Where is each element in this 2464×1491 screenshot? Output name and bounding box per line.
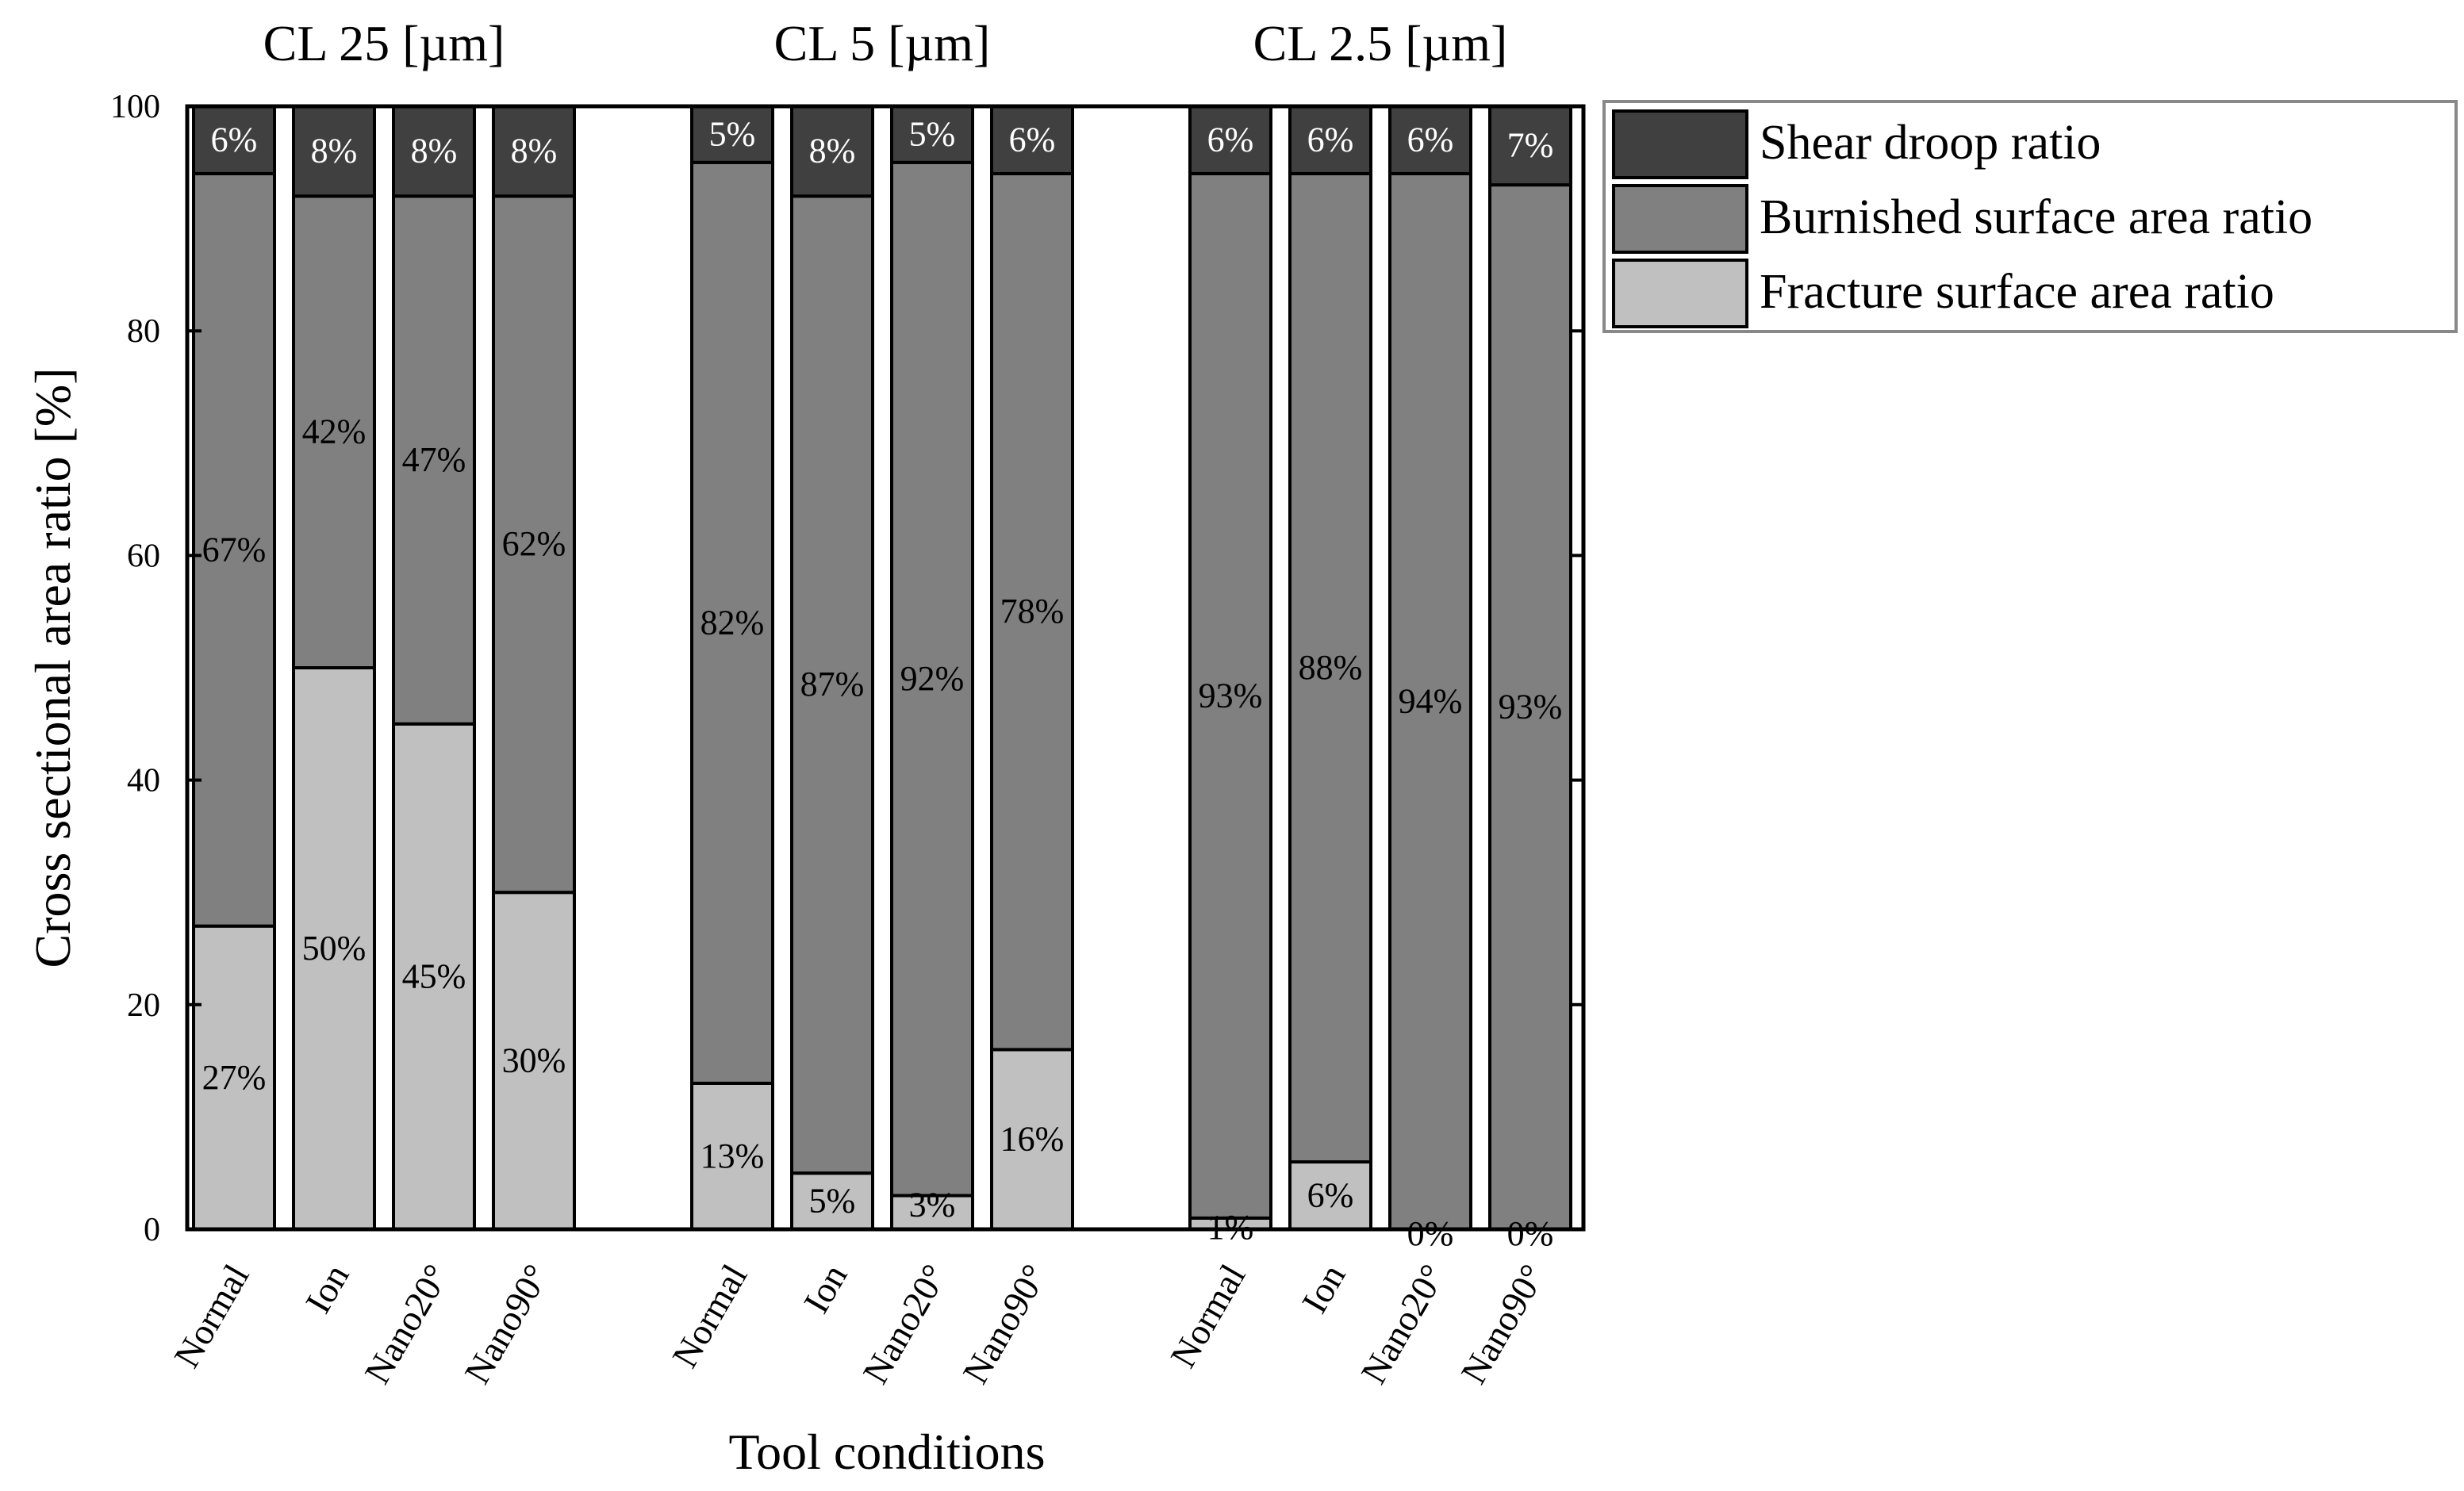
legend-label-burnished: Burnished surface area ratio — [1760, 190, 2312, 244]
group-title-3: CL 2.5 [µm] — [1253, 15, 1508, 71]
bar-label-fracture-surface-area-ratio-g1-ion: 50% — [302, 929, 367, 968]
bar-label-fracture-surface-area-ratio-g3-nano90: 0% — [1507, 1214, 1554, 1253]
bar-label-burnished-surface-area-ratio-g2-nano90: 78% — [1000, 592, 1065, 631]
y-tick-label-40: 40 — [127, 763, 160, 799]
legend-label-shear-droop: Shear droop ratio — [1760, 116, 2101, 170]
bar-label-burnished-surface-area-ratio-g1-nano90: 62% — [502, 524, 566, 563]
group-titles-layer: CL 25 [µm] CL 5 [µm] CL 2.5 [µm] — [263, 15, 1508, 71]
y-tick-label-100: 100 — [110, 89, 160, 125]
bar-segment-shear-droop-ratio-g1-ion — [292, 105, 376, 198]
bar-segment-fracture-surface-area-ratio-g1-nano90 — [492, 891, 576, 1231]
bar-segment-shear-droop-ratio-g2-nano90 — [990, 105, 1074, 175]
bar-label-shear-droop-ratio-g3-ion: 6% — [1307, 120, 1354, 159]
x-tick-label-g1-ion: Ion — [297, 1258, 357, 1320]
bar-label-burnished-surface-area-ratio-g3-ion: 88% — [1299, 648, 1363, 687]
bar-label-shear-droop-ratio-g3-nano90: 7% — [1507, 126, 1554, 165]
x-tick-label-g3-ion: Ion — [1294, 1258, 1353, 1320]
bar-label-shear-droop-ratio-g2-nano90: 6% — [1009, 120, 1056, 159]
bar-label-shear-droop-ratio-g2-ion: 8% — [809, 132, 856, 171]
group-title-2: CL 5 [µm] — [774, 15, 991, 71]
x-tick-label-g2-nano20: Nano20° — [854, 1258, 954, 1391]
x-tick-labels-layer: Normal Ion Nano20° Nano90° Normal Ion Nano20° N… — [166, 1258, 1552, 1391]
bar-segment-burnished-surface-area-ratio-g2-nano90 — [990, 171, 1074, 1052]
bar-segment-burnished-surface-area-ratio-g2-nano20 — [890, 160, 974, 1198]
bar-label-burnished-surface-area-ratio-g1-ion: 42% — [302, 412, 367, 451]
bar-label-fracture-surface-area-ratio-g1-nano90: 30% — [502, 1041, 566, 1080]
bar-label-fracture-surface-area-ratio-g1-normal: 27% — [202, 1058, 267, 1097]
legend: Shear droop ratio Burnished surface area… — [1602, 100, 2458, 333]
bar-label-fracture-surface-area-ratio-g3-normal: 1% — [1207, 1208, 1254, 1247]
bar-label-shear-droop-ratio-g3-nano20: 6% — [1407, 120, 1454, 159]
bar-label-burnished-surface-area-ratio-g2-nano20: 92% — [900, 659, 965, 698]
bar-label-fracture-surface-area-ratio-g2-ion: 5% — [809, 1182, 856, 1221]
bar-segment-burnished-surface-area-ratio-g1-nano20 — [392, 194, 476, 726]
bar-segment-shear-droop-ratio-g3-ion — [1288, 105, 1372, 175]
bar-label-shear-droop-ratio-g1-nano90: 8% — [511, 132, 558, 171]
bar-segment-shear-droop-ratio-g3-nano90 — [1488, 105, 1572, 187]
bar-segment-burnished-surface-area-ratio-g3-nano90 — [1488, 183, 1572, 1231]
bar-label-burnished-surface-area-ratio-g3-normal: 93% — [1199, 676, 1263, 715]
bar-label-burnished-surface-area-ratio-g2-normal: 82% — [700, 603, 765, 642]
bar-label-fracture-surface-area-ratio-g2-normal: 13% — [700, 1136, 765, 1175]
bar-segment-shear-droop-ratio-g2-normal — [690, 105, 774, 164]
x-tick-label-g1-nano20: Nano20° — [356, 1258, 456, 1391]
plot-frame — [185, 104, 1586, 1232]
legend-swatch-fracture — [1612, 259, 1748, 328]
bar-segment-burnished-surface-area-ratio-g2-ion — [790, 194, 874, 1175]
bar-segment-shear-droop-ratio-g1-nano90 — [492, 105, 576, 198]
bar-segment-fracture-surface-area-ratio-g1-normal — [192, 924, 276, 1232]
bar-label-shear-droop-ratio-g2-nano20: 5% — [909, 114, 956, 153]
bar-label-fracture-surface-area-ratio-g3-ion: 6% — [1307, 1176, 1354, 1215]
y-tick-label-80: 80 — [127, 313, 160, 350]
bar-label-shear-droop-ratio-g2-normal: 5% — [709, 114, 756, 153]
bar-segment-burnished-surface-area-ratio-g3-ion — [1288, 171, 1372, 1164]
x-tick-label-g3-nano90: Nano90° — [1453, 1258, 1552, 1391]
x-axis-label: Tool conditions — [728, 1424, 1045, 1480]
bar-label-shear-droop-ratio-g1-nano20: 8% — [411, 132, 458, 171]
bar-segment-burnished-surface-area-ratio-g1-normal — [192, 171, 276, 928]
y-tick-label-20: 20 — [127, 987, 160, 1024]
bar-label-fracture-surface-area-ratio-g2-nano20: 3% — [909, 1186, 956, 1225]
legend-swatch-shear-droop — [1612, 109, 1748, 179]
x-tick-label-g3-nano20: Nano20° — [1353, 1258, 1453, 1391]
bar-label-shear-droop-ratio-g1-ion: 8% — [311, 132, 358, 171]
x-tick-label-g2-ion: Ion — [796, 1258, 855, 1320]
y-tick-label-60: 60 — [127, 538, 160, 574]
bar-segment-shear-droop-ratio-g1-nano20 — [392, 105, 476, 198]
bar-label-burnished-surface-area-ratio-g3-nano90: 93% — [1499, 688, 1563, 726]
bar-segment-burnished-surface-area-ratio-g1-ion — [292, 194, 376, 669]
x-tick-label-g1-nano90: Nano90° — [456, 1258, 556, 1391]
y-tick-label-0: 0 — [144, 1212, 160, 1248]
bar-label-burnished-surface-area-ratio-g3-nano20: 94% — [1399, 681, 1463, 720]
bar-label-fracture-surface-area-ratio-g2-nano90: 16% — [1000, 1120, 1065, 1159]
x-tick-label-g3-normal: Normal — [1162, 1258, 1253, 1374]
bar-segment-burnished-surface-area-ratio-g1-nano90 — [492, 194, 576, 895]
y-ticks-layer: 0 20 40 60 80 100 — [110, 89, 1583, 1248]
bars-layer — [192, 105, 1572, 1232]
bar-label-burnished-surface-area-ratio-g2-ion: 87% — [800, 665, 865, 703]
bar-label-fracture-surface-area-ratio-g3-nano20: 0% — [1407, 1214, 1454, 1253]
x-tick-label-g1-normal: Normal — [166, 1258, 256, 1374]
x-tick-label-g2-normal: Normal — [664, 1258, 754, 1374]
bar-label-fracture-surface-area-ratio-g1-nano20: 45% — [402, 956, 466, 995]
bar-segment-shear-droop-ratio-g2-ion — [790, 105, 874, 198]
bar-label-burnished-surface-area-ratio-g1-normal: 67% — [202, 530, 267, 569]
legend-swatch-burnished — [1612, 184, 1748, 254]
group-title-1: CL 25 [µm] — [263, 15, 505, 71]
bar-label-shear-droop-ratio-g3-normal: 6% — [1207, 120, 1254, 159]
bar-segment-fracture-surface-area-ratio-g1-ion — [292, 666, 376, 1231]
x-tick-label-g2-nano90: Nano90° — [954, 1258, 1054, 1391]
bar-segment-shear-droop-ratio-g3-nano20 — [1388, 105, 1472, 175]
segment-labels-layer: 27% 67% 6% 50% 42% 8% 45% 47% 8% 30% 62% 8% 13% 82% 5%… — [202, 114, 1563, 1253]
legend-label-fracture: Fracture surface area ratio — [1760, 265, 2274, 319]
y-axis-label: Cross sectional area ratio [%] — [25, 367, 81, 968]
bar-label-shear-droop-ratio-g1-normal: 6% — [211, 120, 258, 159]
bar-label-burnished-surface-area-ratio-g1-nano20: 47% — [402, 440, 466, 479]
